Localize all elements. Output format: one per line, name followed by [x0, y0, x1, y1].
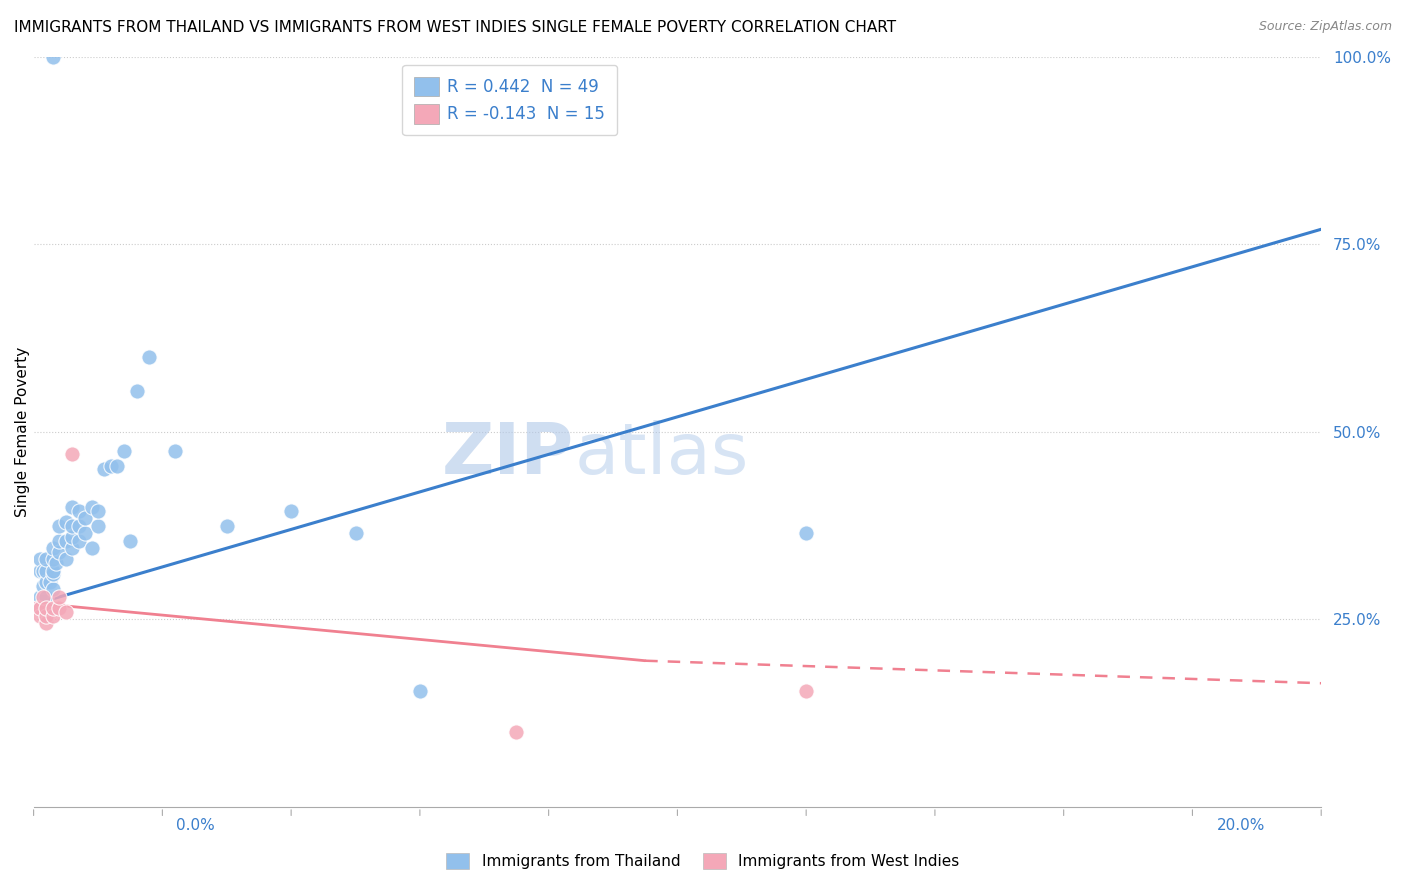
Point — [67, 518, 90, 533]
Text: Source: ZipAtlas.com: Source: ZipAtlas.com — [1258, 20, 1392, 33]
Point — [55, 515, 77, 529]
Point — [35, 552, 58, 566]
Point — [42, 564, 65, 578]
Text: ZIP: ZIP — [441, 420, 575, 489]
Point — [38, 574, 60, 589]
Point — [32, 579, 55, 593]
Point — [93, 462, 115, 476]
Point — [42, 582, 65, 597]
Point — [60, 530, 83, 544]
Point — [67, 533, 90, 548]
Legend: R = 0.442  N = 49, R = -0.143  N = 15: R = 0.442 N = 49, R = -0.143 N = 15 — [402, 65, 617, 136]
Point — [42, 541, 65, 556]
Point — [48, 545, 70, 559]
Point — [35, 601, 58, 615]
Point — [280, 503, 302, 517]
Point — [60, 447, 83, 461]
Point — [42, 50, 65, 64]
Point — [112, 443, 135, 458]
Point — [344, 526, 367, 541]
Point — [32, 564, 55, 578]
Legend: Immigrants from Thailand, Immigrants from West Indies: Immigrants from Thailand, Immigrants fro… — [440, 847, 966, 875]
Point — [60, 541, 83, 556]
Point — [55, 605, 77, 619]
Point — [125, 384, 148, 398]
Point — [28, 601, 51, 615]
Point — [505, 725, 527, 739]
Text: atlas: atlas — [575, 420, 749, 489]
Point — [100, 458, 122, 473]
Point — [48, 533, 70, 548]
Point — [138, 350, 160, 364]
Point — [48, 601, 70, 615]
Point — [28, 564, 51, 578]
Point — [42, 552, 65, 566]
Point — [75, 526, 97, 541]
Point — [794, 683, 817, 698]
Point — [35, 616, 58, 631]
Point — [794, 526, 817, 541]
Point — [48, 590, 70, 604]
Point — [120, 533, 142, 548]
Point — [215, 518, 238, 533]
Point — [35, 574, 58, 589]
Y-axis label: Single Female Poverty: Single Female Poverty — [15, 347, 30, 517]
Point — [67, 503, 90, 517]
Point — [35, 564, 58, 578]
Point — [42, 567, 65, 582]
Point — [165, 443, 187, 458]
Point — [28, 590, 51, 604]
Point — [48, 518, 70, 533]
Point — [28, 608, 51, 623]
Point — [55, 533, 77, 548]
Point — [87, 503, 110, 517]
Point — [28, 552, 51, 566]
Point — [87, 518, 110, 533]
Point — [35, 590, 58, 604]
Text: 20.0%: 20.0% — [1218, 818, 1265, 832]
Point — [80, 500, 103, 514]
Point — [105, 458, 128, 473]
Point — [25, 601, 48, 615]
Point — [80, 541, 103, 556]
Point — [42, 608, 65, 623]
Point — [42, 601, 65, 615]
Point — [45, 556, 67, 570]
Point — [409, 683, 432, 698]
Text: 0.0%: 0.0% — [176, 818, 215, 832]
Text: IMMIGRANTS FROM THAILAND VS IMMIGRANTS FROM WEST INDIES SINGLE FEMALE POVERTY CO: IMMIGRANTS FROM THAILAND VS IMMIGRANTS F… — [14, 20, 896, 35]
Point — [60, 518, 83, 533]
Point — [60, 500, 83, 514]
Point — [35, 608, 58, 623]
Point — [32, 590, 55, 604]
Point — [75, 511, 97, 525]
Point — [55, 552, 77, 566]
